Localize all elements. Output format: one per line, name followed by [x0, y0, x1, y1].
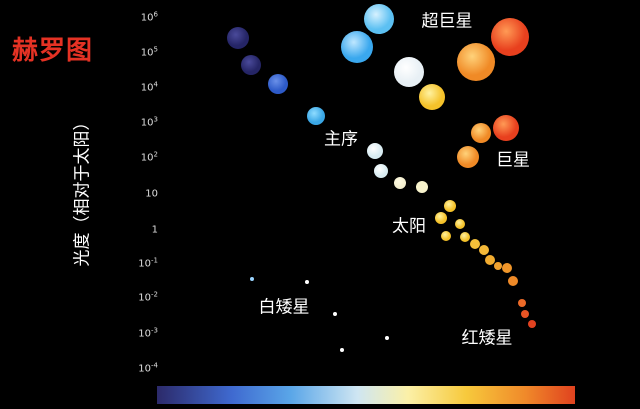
main-sequence-star	[460, 232, 470, 242]
white-dwarf-star	[305, 280, 309, 284]
main-sequence-star	[470, 239, 480, 249]
giant-star	[457, 146, 479, 168]
label-red-dwarfs: 红矮星	[461, 328, 513, 349]
y-tick: 106	[140, 10, 158, 24]
supergiant-star	[341, 31, 373, 63]
supergiant-star	[419, 84, 445, 110]
supergiant-star	[394, 57, 424, 87]
supergiant-star	[364, 4, 394, 34]
red-dwarf-star	[528, 320, 536, 328]
red-dwarf-star	[521, 310, 529, 318]
diagram-title: 赫罗图	[12, 36, 94, 66]
red-dwarf-star	[518, 299, 526, 307]
white-dwarf-star	[385, 336, 389, 340]
main-sequence-star	[367, 143, 383, 159]
supergiant-star	[491, 18, 529, 56]
main-sequence-star	[444, 200, 456, 212]
label-supergiants: 超巨星	[421, 11, 473, 32]
label-white-dwarfs: 白矮星	[258, 297, 310, 318]
main-sequence-star	[494, 262, 502, 270]
main-sequence-star	[241, 55, 261, 75]
main-sequence-star	[416, 181, 428, 193]
main-sequence-star	[227, 27, 249, 49]
main-sequence-star	[394, 177, 406, 189]
y-tick: 10	[145, 188, 158, 200]
main-sequence-star	[307, 107, 325, 125]
supergiant-star	[457, 43, 495, 81]
white-dwarf-star	[333, 312, 337, 316]
giant-star	[471, 123, 491, 143]
temperature-colorbar	[157, 386, 575, 404]
giant-star	[493, 115, 519, 141]
white-dwarf-star	[340, 348, 344, 352]
y-tick: 103	[140, 115, 158, 129]
main-sequence-star	[502, 263, 512, 273]
y-tick: 10-1	[138, 256, 158, 270]
y-tick: 1	[151, 224, 158, 236]
y-tick: 102	[140, 150, 158, 164]
y-tick: 104	[140, 80, 158, 94]
y-tick: 10-3	[138, 326, 158, 340]
label-main-sequence: 主序	[324, 129, 358, 150]
main-sequence-star	[455, 219, 465, 229]
main-sequence-star	[508, 276, 518, 286]
main-sequence-star	[479, 245, 489, 255]
main-sequence-star	[485, 255, 495, 265]
y-tick: 10-4	[138, 361, 158, 375]
main-sequence-star	[268, 74, 288, 94]
main-sequence-star	[374, 164, 388, 178]
y-tick: 105	[140, 45, 158, 59]
main-sequence-star	[435, 212, 447, 224]
main-sequence-star	[441, 231, 451, 241]
label-giants: 巨星	[496, 150, 530, 171]
y-tick: 10-2	[138, 290, 158, 304]
label-sun: 太阳	[392, 216, 426, 237]
white-dwarf-star	[250, 277, 254, 281]
